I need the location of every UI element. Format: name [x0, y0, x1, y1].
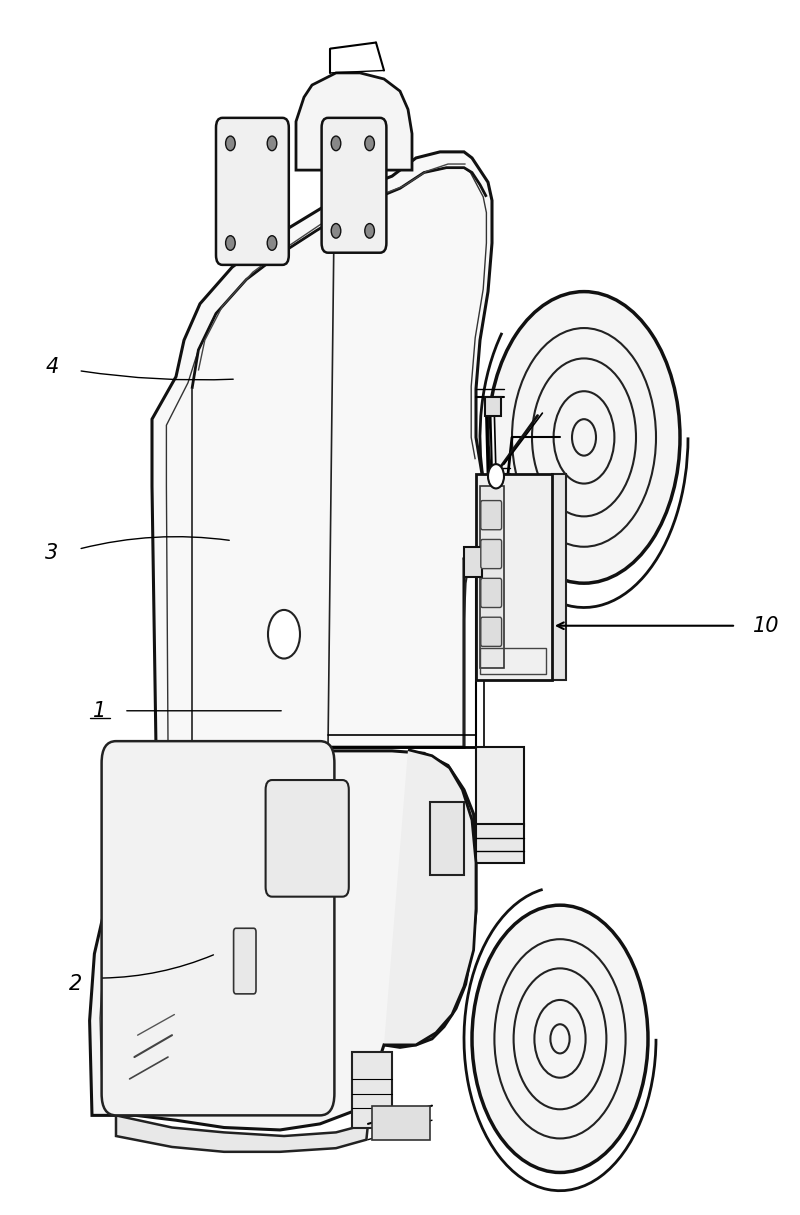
- Bar: [480, 648, 546, 674]
- Text: 4: 4: [46, 357, 58, 377]
- FancyBboxPatch shape: [266, 780, 349, 897]
- Polygon shape: [384, 750, 476, 1045]
- Circle shape: [267, 236, 277, 250]
- Polygon shape: [296, 73, 412, 170]
- Bar: [476, 747, 524, 826]
- Polygon shape: [152, 152, 492, 747]
- FancyBboxPatch shape: [322, 118, 386, 253]
- Circle shape: [267, 136, 277, 151]
- Circle shape: [226, 136, 235, 151]
- Circle shape: [331, 224, 341, 238]
- FancyBboxPatch shape: [481, 617, 502, 646]
- Circle shape: [488, 292, 680, 583]
- FancyBboxPatch shape: [481, 539, 502, 569]
- Bar: [476, 474, 552, 680]
- Bar: [476, 824, 524, 863]
- Bar: [485, 397, 501, 416]
- Bar: [464, 547, 482, 577]
- Text: 2: 2: [70, 974, 82, 994]
- Polygon shape: [116, 1115, 368, 1152]
- Text: 10: 10: [753, 616, 780, 635]
- Bar: [480, 486, 504, 668]
- FancyBboxPatch shape: [234, 928, 256, 994]
- Polygon shape: [90, 751, 476, 1130]
- Circle shape: [472, 905, 648, 1172]
- Bar: [372, 1106, 430, 1140]
- Circle shape: [331, 136, 341, 151]
- Circle shape: [365, 136, 374, 151]
- Bar: [552, 474, 566, 680]
- FancyBboxPatch shape: [216, 118, 289, 265]
- FancyBboxPatch shape: [102, 741, 334, 1115]
- Text: 3: 3: [46, 543, 58, 563]
- Circle shape: [226, 236, 235, 250]
- Circle shape: [365, 224, 374, 238]
- FancyBboxPatch shape: [481, 501, 502, 530]
- Bar: [352, 1052, 392, 1128]
- Circle shape: [268, 610, 300, 659]
- FancyBboxPatch shape: [481, 578, 502, 608]
- Circle shape: [488, 464, 504, 488]
- Text: 1: 1: [94, 701, 106, 720]
- Bar: [430, 802, 464, 875]
